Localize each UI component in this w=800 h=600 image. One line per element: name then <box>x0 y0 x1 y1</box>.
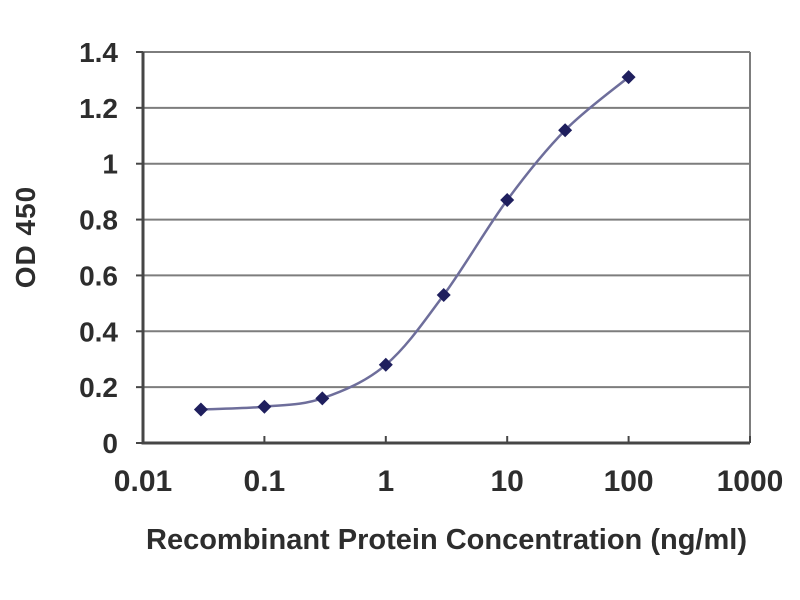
x-tick-label: 1 <box>377 465 394 498</box>
data-point-marker <box>257 399 272 414</box>
x-tick-label: 100 <box>604 465 654 498</box>
data-point-marker <box>621 70 636 85</box>
x-tick-label: 10 <box>491 465 524 498</box>
y-tick-label: 0.4 <box>79 316 118 347</box>
data-point-marker <box>378 357 393 372</box>
data-point-marker <box>558 123 573 138</box>
data-point-marker <box>315 391 330 406</box>
y-tick-label: 1.2 <box>79 93 118 124</box>
y-tick-label: 0.6 <box>79 260 118 291</box>
y-tick-label: 0.2 <box>79 372 118 403</box>
y-tick-label: 0.8 <box>79 205 118 236</box>
data-point-marker <box>500 193 515 208</box>
x-tick-label: 1000 <box>717 465 784 498</box>
x-axis-title: Recombinant Protein Concentration (ng/ml… <box>146 524 747 556</box>
data-point-marker <box>436 287 451 302</box>
y-tick-label: 0 <box>102 428 118 459</box>
x-tick-label: 0.1 <box>244 465 286 498</box>
x-tick-label: 0.01 <box>114 465 172 498</box>
y-tick-label: 1 <box>102 149 118 180</box>
y-axis-title: OD 450 <box>10 185 41 289</box>
y-tick-label: 1.4 <box>79 37 118 68</box>
data-point-marker <box>193 402 208 417</box>
